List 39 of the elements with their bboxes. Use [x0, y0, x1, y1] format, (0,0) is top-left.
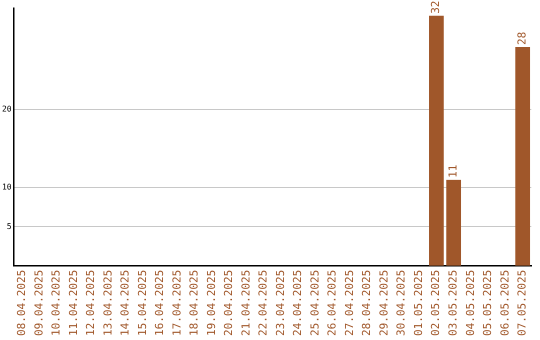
x-tick-label: 09.04.2025: [32, 270, 46, 336]
x-tick-label: 22.04.2025: [256, 270, 270, 336]
x-tick-label: 06.05.2025: [498, 270, 512, 336]
data-label: 32: [429, 0, 442, 14]
x-tick-label: 17.04.2025: [170, 270, 184, 336]
x-tick-label: 04.05.2025: [464, 270, 477, 336]
x-tick-label: 05.05.2025: [481, 270, 494, 336]
x-tick-label: 12.04.2025: [84, 270, 98, 336]
bar: [429, 16, 444, 266]
x-tick-label: 11.04.2025: [66, 270, 80, 336]
x-tick-label: 30.04.2025: [394, 270, 408, 336]
x-tick-label: 27.04.2025: [342, 270, 356, 336]
y-tick-label: 5: [6, 222, 12, 231]
x-tick-label: 03.05.2025: [446, 270, 460, 336]
bar: [515, 47, 530, 266]
x-tick-label: 14.04.2025: [118, 270, 132, 336]
data-label: 11: [446, 164, 460, 178]
x-tick-label: 18.04.2025: [188, 270, 201, 336]
data-label: 28: [516, 32, 529, 46]
x-tick-label: 28.04.2025: [360, 270, 374, 336]
y-tick-label: 10: [2, 182, 12, 192]
y-tick-label: 20: [2, 104, 12, 114]
x-tick-label: 19.04.2025: [204, 270, 218, 336]
x-tick-label: 16.04.2025: [153, 270, 166, 336]
x-tick-label: 08.04.2025: [15, 270, 28, 336]
x-tick-label: 23.04.2025: [274, 270, 287, 336]
x-tick-label: 02.05.2025: [429, 270, 442, 336]
x-tick-label: 10.04.2025: [50, 270, 63, 336]
x-tick-label: 24.04.2025: [291, 270, 304, 336]
x-tick-label: 20.04.2025: [222, 270, 236, 336]
x-tick-label: 25.04.2025: [308, 270, 322, 336]
x-tick-label: 07.05.2025: [516, 270, 529, 336]
x-tick-label: 13.04.2025: [101, 270, 114, 336]
x-tick-label: 26.04.2025: [326, 270, 339, 336]
bar: [446, 180, 462, 266]
x-tick-label: 15.04.2025: [136, 270, 149, 336]
x-tick-label: 21.04.2025: [239, 270, 252, 336]
x-tick-label: 01.05.2025: [412, 270, 425, 336]
x-tick-label: 29.04.2025: [377, 270, 390, 336]
